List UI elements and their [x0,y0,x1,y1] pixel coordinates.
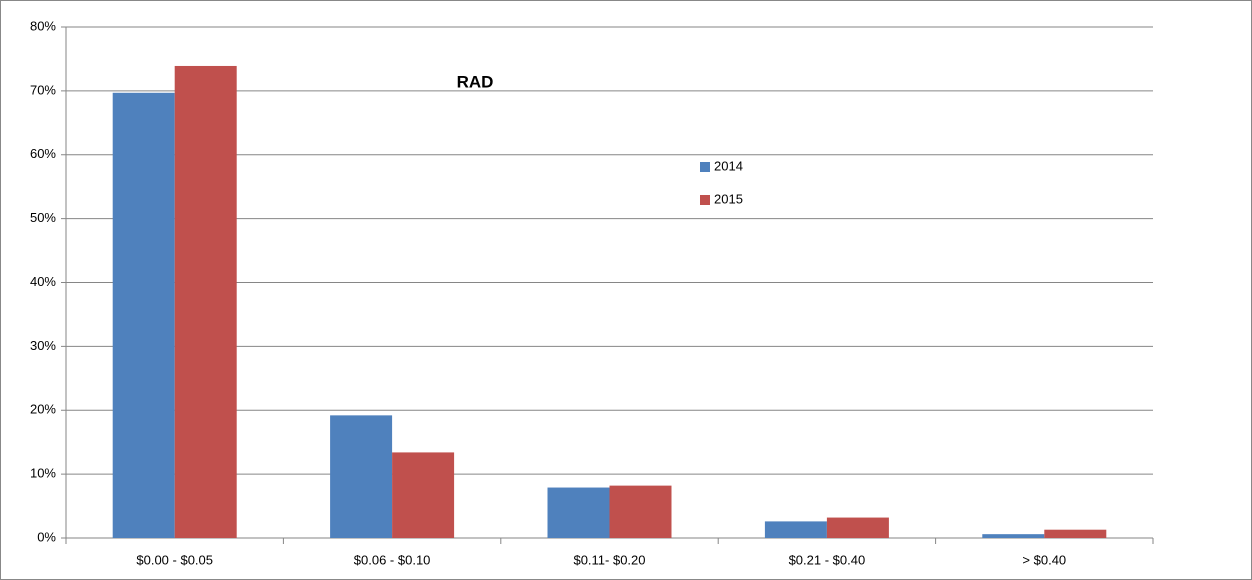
bar [392,452,455,538]
y-tick-label: 20% [30,402,56,417]
legend-swatch [700,162,710,172]
y-tick-label: 70% [30,82,56,97]
y-tick-label: 0% [37,529,56,544]
x-tick-label: $0.00 - $0.05 [136,552,213,567]
legend-label: 2015 [714,191,743,206]
y-tick-label: 10% [30,466,56,481]
bar [826,517,889,538]
y-tick-label: 40% [30,274,56,289]
bar [174,65,237,539]
chart-title: RAD [457,72,494,91]
bar [112,92,175,538]
x-tick-label: $0.11- $0.20 [573,552,645,567]
x-tick-label: $0.21 - $0.40 [789,552,866,567]
bar [330,415,393,538]
legend-swatch [700,195,710,205]
x-tick-label: $0.06 - $0.10 [354,552,431,567]
x-tick-label: > $0.40 [1022,552,1066,567]
y-tick-label: 80% [30,18,56,33]
bar [609,485,672,538]
y-tick-label: 60% [30,146,56,161]
bar [547,487,610,538]
y-tick-label: 50% [30,210,56,225]
bar [764,521,827,538]
legend-label: 2014 [714,158,743,173]
y-tick-label: 30% [30,338,56,353]
bar [982,534,1045,538]
bar [1044,529,1107,538]
